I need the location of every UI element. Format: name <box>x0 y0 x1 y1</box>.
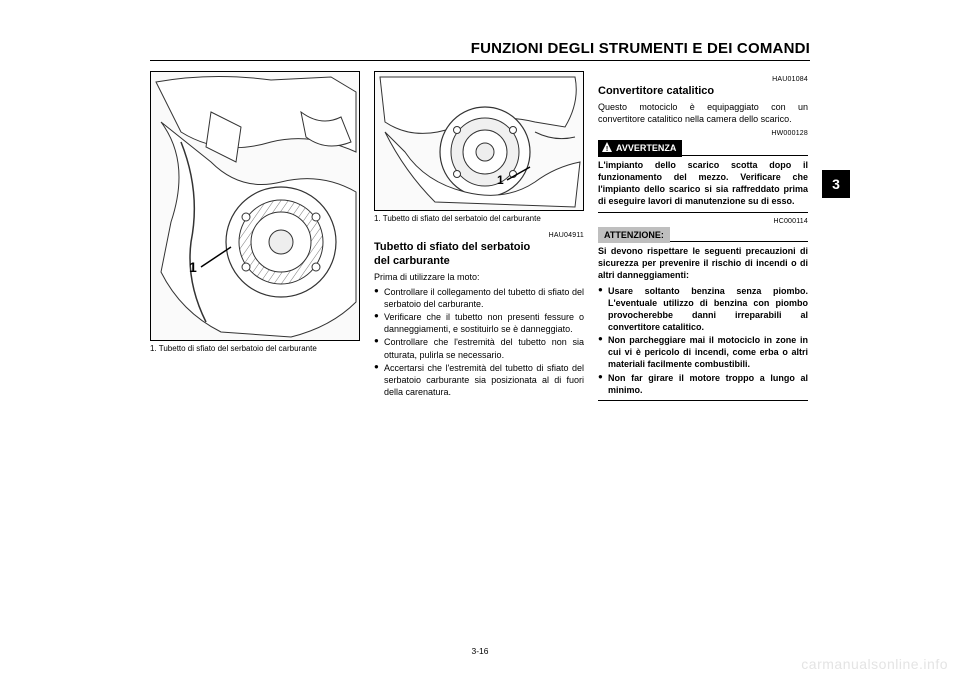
figure-2: 1 <box>374 71 584 211</box>
figure-1-callout: 1 <box>189 258 197 277</box>
code-hau04911: HAU04911 <box>374 231 584 240</box>
warning-label-text: AVVERTENZA <box>616 142 676 154</box>
heading-convertitore: Convertitore catalitico <box>598 85 808 99</box>
warning-label: ! AVVERTENZA <box>598 140 682 157</box>
warning-rule <box>682 155 808 156</box>
rule-1 <box>598 212 808 213</box>
figure-1-caption: 1. Tubetto di sfiato del serbatoio del c… <box>150 344 360 355</box>
bullet-3: Controllare che l'estremità del tubetto … <box>374 336 584 360</box>
heading-tubetto-line2: del carburante <box>374 255 450 267</box>
att-bullet-1: Usare soltanto benzina senza piom­bo. L'… <box>598 285 808 334</box>
watermark: carmanualsonline.info <box>801 656 948 672</box>
heading-tubetto-line1: Tubetto di sfiato del serbatoio <box>374 241 530 253</box>
column-2: 1 1. Tubetto di sfiato del serbatoio del… <box>374 71 584 401</box>
figure-1: 1 <box>150 71 360 341</box>
page-title: FUNZIONI DEGLI STRUMENTI E DEI COMANDI <box>150 40 810 61</box>
bullet-2: Verificare che il tubetto non presenti f… <box>374 311 584 335</box>
attention-rule <box>670 241 808 242</box>
warning-body: L'impianto dello scarico scotta dopo il … <box>598 159 808 208</box>
columns: 1 1. Tubetto di sfiato del serbatoio del… <box>150 71 810 401</box>
page-number: 3-16 <box>471 646 488 656</box>
bullet-4: Accertarsi che l'estremità del tubetto d… <box>374 362 584 398</box>
svg-text:!: ! <box>606 146 608 152</box>
bullet-1: Controllare il collegamento del tubetto … <box>374 286 584 310</box>
attention-intro: Si devono rispettare le seguenti precau­… <box>598 245 808 281</box>
code-hc000114: HC000114 <box>598 217 808 226</box>
attention-label: ATTENZIONE: <box>598 227 670 243</box>
att-bullet-2: Non parcheggiare mai il motociclo in zon… <box>598 334 808 370</box>
convertitore-text: Questo motociclo è equipaggiato con un c… <box>598 101 808 125</box>
code-hw000128: HW000128 <box>598 129 808 138</box>
bullet-list-1: Controllare il collegamento del tubetto … <box>374 286 584 398</box>
column-1: 1 1. Tubetto di sfiato del serbatoio del… <box>150 71 360 401</box>
figure-2-callout: 1 <box>497 172 504 188</box>
warning-icon: ! <box>602 142 612 155</box>
figure-2-caption: 1. Tubetto di sfiato del serbatoio del c… <box>374 214 584 225</box>
attention-list: Usare soltanto benzina senza piom­bo. L'… <box>598 285 808 396</box>
attention-box: ATTENZIONE: <box>598 227 808 243</box>
section-tab: 3 <box>822 170 850 198</box>
intro-text: Prima di utilizzare la moto: <box>374 271 584 283</box>
warning-box: ! AVVERTENZA <box>598 140 808 157</box>
rule-2 <box>598 400 808 401</box>
att-bullet-3: Non far girare il motore troppo a lungo … <box>598 372 808 396</box>
column-3: HAU01084 Convertitore catalitico Questo … <box>598 71 808 401</box>
code-hau01084: HAU01084 <box>598 75 808 84</box>
manual-page: FUNZIONI DEGLI STRUMENTI E DEI COMANDI <box>150 40 810 630</box>
heading-tubetto: Tubetto di sfiato del serbatoio del carb… <box>374 241 584 269</box>
